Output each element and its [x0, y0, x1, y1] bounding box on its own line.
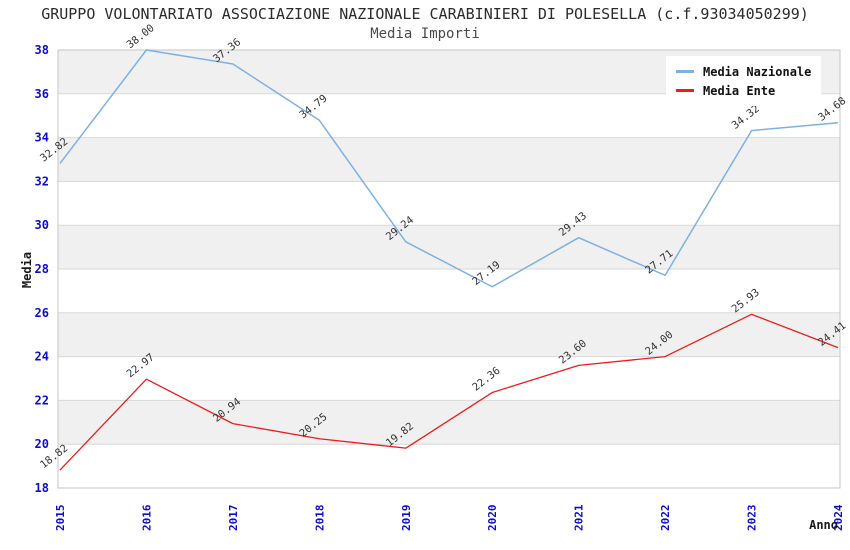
chart-subtitle: Media Importi — [370, 26, 480, 42]
y-axis-title: Media — [20, 252, 34, 288]
band — [58, 137, 840, 182]
x-tick-label: 2015 — [54, 505, 67, 532]
x-tick-label: 2024 — [832, 504, 845, 531]
legend-swatch — [676, 89, 694, 92]
band — [58, 269, 840, 313]
x-tick-label: 2022 — [659, 505, 672, 532]
x-axis-tick-labels: 2015 2016 2017 2018 2019 2020 2021 2022 2023 2024 — [54, 504, 845, 531]
chart-legend: Media Nazionale Media Ente — [666, 56, 822, 106]
band — [58, 312, 840, 357]
legend-label: Media Ente — [703, 83, 776, 98]
y-tick-label: 18 — [35, 481, 49, 495]
y-tick-label: 32 — [35, 174, 49, 188]
y-tick-label: 38 — [35, 43, 49, 57]
y-tick-label: 24 — [35, 350, 49, 364]
y-tick-label: 20 — [35, 437, 49, 451]
band — [58, 225, 840, 269]
y-tick-label: 36 — [35, 87, 49, 101]
legend-swatch — [676, 70, 694, 73]
plot-border — [57, 49, 841, 489]
x-tick-label: 2016 — [140, 504, 153, 531]
band — [58, 181, 840, 226]
x-tick-label: 2017 — [227, 505, 240, 532]
y-tick-label: 22 — [35, 393, 49, 407]
band — [58, 444, 840, 488]
gridlines — [58, 93, 840, 445]
x-axis-title: Anno — [809, 518, 838, 532]
y-tick-label: 34 — [35, 131, 49, 145]
legend-item-media-ente: Media Ente — [676, 81, 811, 100]
data-label: 38.00 — [124, 22, 156, 51]
x-tick-label: 2023 — [746, 505, 759, 532]
x-tick-label: 2019 — [400, 505, 413, 532]
y-tick-label: 28 — [35, 262, 49, 276]
x-tick-label: 2020 — [486, 505, 499, 532]
x-tick-label: 2018 — [313, 505, 326, 532]
plot-bands — [58, 50, 840, 488]
band — [58, 400, 840, 445]
y-axis-tick-labels: 18 20 22 24 26 28 30 32 34 36 38 — [35, 43, 49, 495]
legend-label: Media Nazionale — [703, 64, 812, 79]
band — [58, 356, 840, 401]
series-line-media-ente — [59, 313, 839, 471]
x-tick-label: 2021 — [573, 504, 586, 531]
series-line-media-nazionale — [59, 49, 839, 288]
y-tick-label: 26 — [35, 306, 49, 320]
y-tick-label: 30 — [35, 218, 49, 232]
legend-item-media-nazionale: Media Nazionale — [676, 62, 811, 81]
chart-title: GRUPPO VOLONTARIATO ASSOCIAZIONE NAZIONA… — [41, 5, 809, 23]
